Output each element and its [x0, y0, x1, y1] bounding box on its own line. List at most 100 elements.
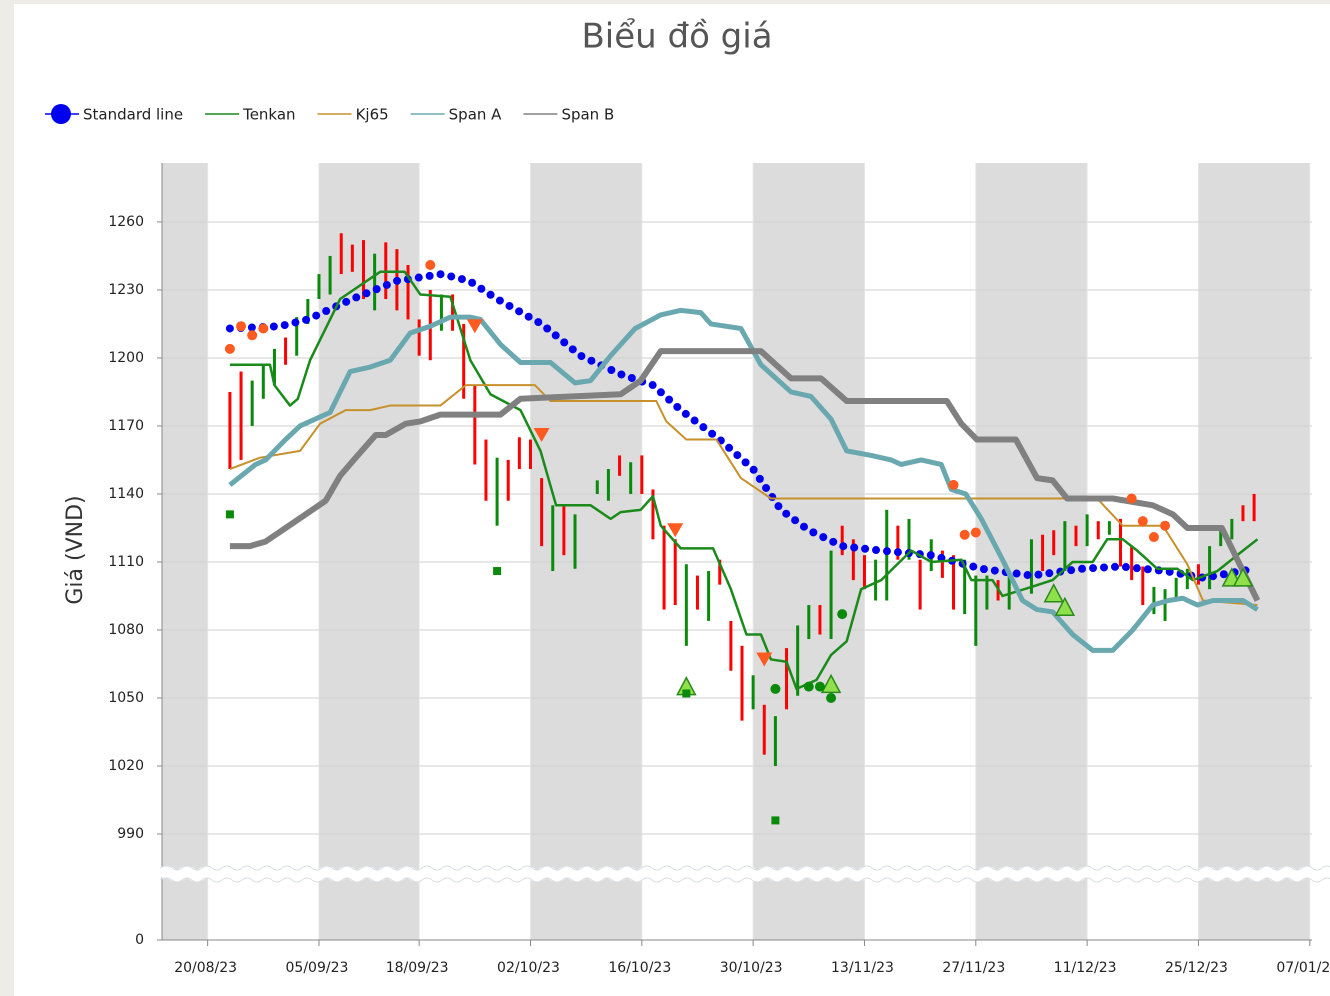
price-bar — [606, 469, 610, 501]
legend-dot — [51, 104, 71, 124]
price-bar — [551, 505, 555, 572]
price-bar — [952, 555, 956, 610]
legend-item: Kj65 — [317, 106, 389, 124]
price-bar — [495, 457, 499, 526]
y-tick-label: 1260 — [108, 214, 144, 230]
price-bar — [1196, 564, 1200, 585]
price-bar — [1141, 566, 1145, 606]
price-bar — [1208, 546, 1212, 590]
signal-dot — [1137, 516, 1148, 527]
price-bar — [439, 294, 443, 331]
signal-dot — [1160, 520, 1171, 531]
price-bar — [1085, 514, 1089, 547]
price-bar — [729, 620, 733, 671]
signal-up — [820, 673, 842, 694]
y-tick-label: 990 — [117, 826, 144, 842]
legend-item: Span B — [523, 106, 614, 124]
axis-break-edge — [159, 865, 1330, 871]
price-bar — [484, 439, 488, 501]
axis-break — [157, 866, 1330, 882]
signal-dot — [959, 529, 970, 540]
price-bar — [462, 323, 466, 399]
price-bar — [573, 514, 577, 569]
price-bar — [1130, 546, 1134, 581]
legend-label: Tenkan — [242, 106, 295, 124]
y-tick-label: 1200 — [108, 350, 144, 366]
price-bar — [829, 550, 833, 640]
x-tick-label: 16/10/23 — [608, 960, 671, 976]
x-tick-label: 05/09/23 — [286, 960, 349, 976]
price-bar — [651, 489, 655, 540]
signal-up — [1232, 567, 1254, 587]
signal-dot — [247, 330, 258, 341]
price-bar — [406, 265, 410, 320]
line-series — [229, 348, 1261, 602]
y-tick-label: 1020 — [108, 758, 144, 774]
price-bar — [417, 319, 421, 356]
price-bar — [796, 625, 800, 696]
signal-down — [466, 319, 483, 334]
price-bar — [629, 462, 633, 494]
price-bar — [974, 575, 978, 646]
price-bar — [306, 299, 310, 324]
price-bar — [662, 525, 666, 610]
price-bar — [517, 437, 521, 470]
price-bar — [618, 455, 622, 476]
price-bar — [896, 525, 900, 560]
price-bar — [595, 480, 599, 494]
legend-item: Span A — [410, 106, 502, 124]
y-tick-label: 1110 — [108, 554, 144, 570]
price-bar — [473, 385, 477, 465]
price-bar — [1174, 577, 1178, 601]
price-bar — [1163, 589, 1167, 621]
price-bar — [362, 240, 366, 300]
price-bar — [1063, 521, 1067, 572]
price-bar — [451, 294, 455, 331]
price-bar — [373, 253, 377, 311]
x-tick-label: 18/09/23 — [386, 960, 449, 976]
band — [1198, 163, 1310, 940]
x-tick-label: 13/11/23 — [831, 960, 894, 976]
line-series — [229, 270, 1259, 691]
price-bar — [807, 605, 811, 640]
y-tick-label: 0 — [135, 932, 144, 948]
signal-dot — [1126, 493, 1137, 504]
price-bar — [985, 575, 989, 610]
price-bar — [272, 348, 276, 386]
signal-dot — [948, 479, 959, 490]
price-bar — [718, 559, 722, 585]
signal-dot — [236, 321, 247, 332]
price-bar — [1052, 530, 1056, 556]
price-bar — [1119, 518, 1123, 567]
price-bar — [284, 337, 288, 365]
signal-down — [756, 652, 773, 667]
price-bar — [684, 564, 688, 646]
price-bar — [1230, 518, 1234, 540]
price-bar — [862, 555, 866, 590]
legend-item: Tenkan — [205, 106, 296, 124]
price-bar — [317, 274, 321, 300]
price-bar — [1029, 539, 1033, 594]
signal-up — [1043, 583, 1064, 603]
price-bar — [261, 364, 265, 399]
y-tick-label: 1050 — [108, 690, 144, 706]
x-tick-label: 30/10/23 — [720, 960, 783, 976]
signal-dot — [837, 609, 848, 620]
price-bar — [907, 518, 911, 560]
price-bar — [940, 550, 944, 578]
price-bar — [540, 478, 544, 547]
price-bar — [851, 539, 855, 581]
legend-item: Standard line — [45, 104, 183, 124]
signal-dot — [1148, 532, 1159, 543]
x-tick-label: 20/08/23 — [174, 960, 237, 976]
signal-dot — [826, 692, 837, 703]
signal-down — [533, 428, 550, 443]
price-bar — [640, 455, 644, 494]
signal-dot — [425, 260, 436, 271]
price-bar — [1041, 534, 1045, 572]
price-bar — [562, 505, 566, 556]
band — [162, 163, 208, 940]
price-bar — [250, 380, 254, 426]
price-bar — [295, 317, 299, 356]
